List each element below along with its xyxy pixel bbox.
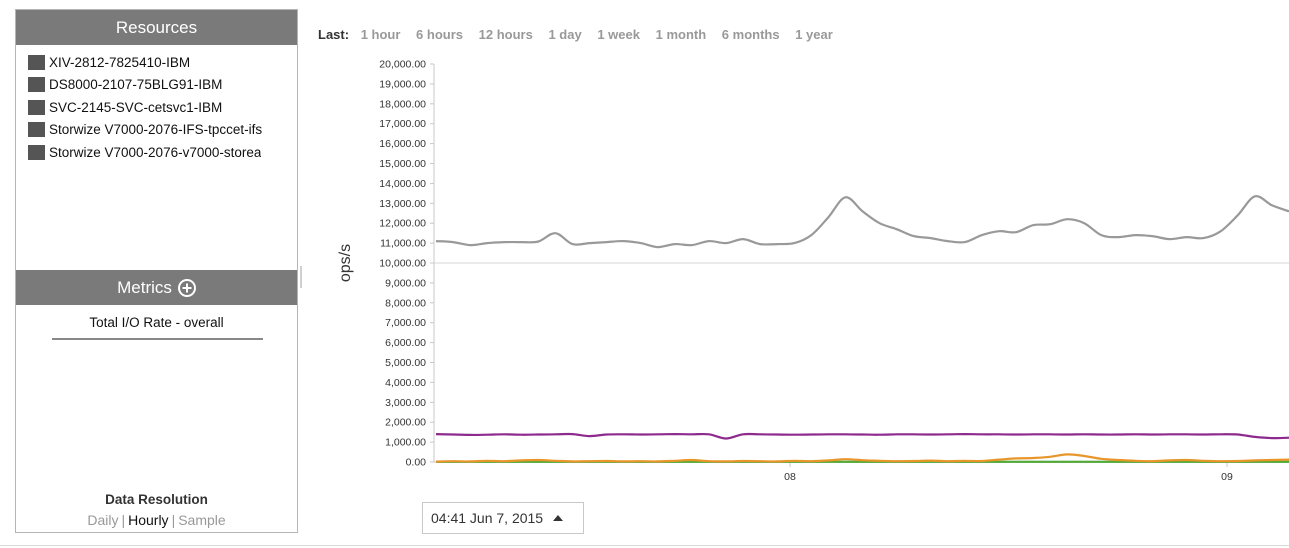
time-range-1-day[interactable]: 1 day — [548, 27, 582, 42]
y-axis: 0.00 1,000.00 2,000.00 3,000.00 4,000.00 5,00… — [379, 59, 1289, 469]
left-panel: Resources XIV-2812-7825410-IBM DS8000-21… — [15, 9, 298, 533]
resources-header: Resources — [16, 10, 297, 45]
metric-item-label[interactable]: Total I/O Rate - overall — [89, 315, 224, 330]
resource-item[interactable]: Storwize V7000-2076-v7000-storea — [28, 141, 298, 164]
data-resolution-title: Data Resolution — [105, 492, 208, 507]
time-range-6-hours[interactable]: 6 hours — [416, 27, 464, 42]
y-tick-label: 10,000.00 — [379, 258, 426, 270]
y-tick-label: 18,000.00 — [379, 98, 426, 110]
resolution-hourly[interactable]: Hourly — [128, 512, 169, 528]
y-tick-label: 5,000.00 — [385, 357, 426, 369]
time-range-label: Last: — [318, 27, 350, 42]
y-axis-title: ops/s — [337, 244, 354, 282]
resource-list: XIV-2812-7825410-IBM DS8000-2107-75BLG91… — [28, 51, 298, 164]
date-picker[interactable]: 04:41 Jun 7, 2015 — [422, 502, 584, 534]
resources-title: Resources — [115, 17, 198, 37]
series-line-0 — [435, 195, 1289, 249]
y-tick-label: 17,000.00 — [379, 118, 426, 130]
y-tick-label: 7,000.00 — [385, 317, 426, 329]
y-tick-label: 3,000.00 — [385, 397, 426, 409]
resource-color-swatch — [28, 144, 45, 160]
resource-item[interactable]: DS8000-2107-75BLG91-IBM — [28, 74, 298, 97]
bottom-divider — [0, 545, 1289, 546]
resource-label: DS8000-2107-75BLG91-IBM — [49, 77, 223, 93]
y-tick-label: 6,000.00 — [385, 337, 426, 349]
time-range-6-months[interactable]: 6 months — [721, 27, 780, 42]
metrics-title: Metrics — [117, 277, 172, 297]
add-metric-icon[interactable] — [177, 278, 196, 297]
y-tick-label: 9,000.00 — [385, 277, 426, 289]
resource-item[interactable]: XIV-2812-7825410-IBM — [28, 51, 298, 74]
resource-label: SVC-2145-SVC-cetsvc1-IBM — [49, 99, 223, 115]
y-tick-label: 15,000.00 — [379, 158, 426, 170]
x-tick-label: 08 — [784, 471, 796, 483]
y-tick-label: 20,000.00 — [379, 59, 426, 71]
x-axis: 08 09 — [434, 461, 1289, 483]
plot-series — [435, 195, 1289, 463]
y-tick-label: 0.00 — [406, 457, 427, 469]
metric-line-swatch — [52, 338, 263, 340]
time-range-1-week[interactable]: 1 week — [597, 27, 640, 42]
time-range-1-hour[interactable]: 1 hour — [360, 27, 401, 42]
y-tick-label: 19,000.00 — [379, 78, 426, 90]
data-resolution-options: Daily | Hourly | Sample — [87, 512, 226, 528]
time-range-selector: Last: 1 hour 6 hours 12 hours 1 day 1 we… — [318, 27, 839, 42]
x-tick-label: 09 — [1221, 471, 1233, 483]
y-tick-label: 2,000.00 — [385, 417, 426, 429]
y-tick-label: 13,000.00 — [379, 198, 426, 210]
y-tick-label: 11,000.00 — [380, 238, 426, 250]
metrics-header: Metrics — [16, 270, 297, 305]
resolution-daily[interactable]: Daily — [87, 512, 119, 528]
y-tick-label: 12,000.00 — [379, 218, 426, 230]
resource-color-swatch — [28, 77, 45, 93]
time-range-1-month[interactable]: 1 month — [655, 27, 707, 42]
y-tick-label: 4,000.00 — [385, 377, 426, 389]
y-tick-label: 8,000.00 — [385, 297, 426, 309]
resource-color-swatch — [28, 99, 45, 115]
date-picker-value: 04:41 Jun 7, 2015 — [431, 510, 544, 526]
resource-label: Storwize V7000-2076-IFS-tpccet-ifs — [49, 122, 263, 138]
resource-item[interactable]: Storwize V7000-2076-IFS-tpccet-ifs — [28, 119, 298, 142]
resource-label: Storwize V7000-2076-v7000-storea — [49, 144, 262, 160]
panel-splitter-handle[interactable] — [300, 266, 302, 288]
y-tick-label: 1,000.00 — [385, 437, 426, 449]
resource-color-swatch — [28, 54, 45, 70]
resource-color-swatch — [28, 122, 45, 138]
resource-label: XIV-2812-7825410-IBM — [49, 54, 191, 70]
resource-item[interactable]: SVC-2145-SVC-cetsvc1-IBM — [28, 96, 298, 119]
resolution-sample[interactable]: Sample — [178, 512, 226, 528]
performance-chart[interactable]: 0.00 1,000.00 2,000.00 3,000.00 4,000.00 5,00… — [330, 52, 1289, 492]
y-tick-label: 14,000.00 — [379, 178, 426, 190]
series-line-2 — [435, 453, 1289, 463]
y-tick-label: 16,000.00 — [379, 138, 426, 150]
caret-up-icon — [553, 515, 564, 521]
time-range-1-year[interactable]: 1 year — [795, 27, 833, 42]
series-line-1 — [435, 432, 1289, 440]
time-range-12-hours[interactable]: 12 hours — [478, 27, 533, 42]
